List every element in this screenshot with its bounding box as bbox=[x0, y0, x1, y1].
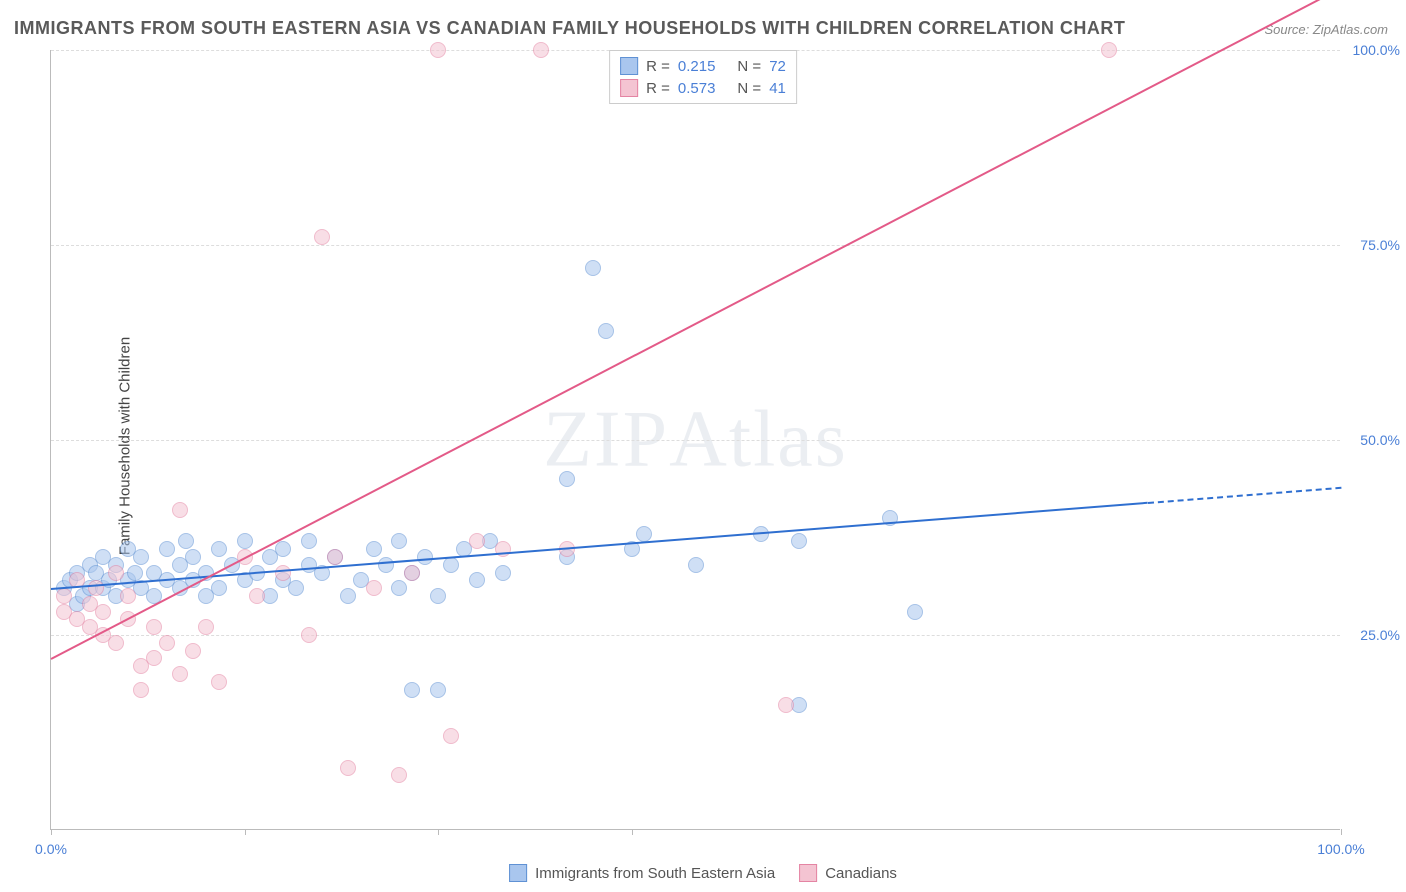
scatter-point-series-a bbox=[598, 323, 614, 339]
scatter-point-series-b bbox=[778, 697, 794, 713]
scatter-point-series-a bbox=[178, 533, 194, 549]
legend-n-label: N = bbox=[737, 58, 761, 75]
legend-n-label: N = bbox=[737, 80, 761, 97]
scatter-point-series-b bbox=[301, 627, 317, 643]
legend-swatch bbox=[620, 57, 638, 75]
x-tick-mark bbox=[245, 829, 246, 835]
legend-r-label: R = bbox=[646, 80, 670, 97]
x-tick-mark bbox=[438, 829, 439, 835]
scatter-point-series-b bbox=[314, 229, 330, 245]
legend-correlation: R = 0.215 N = 72 R = 0.573 N = 41 bbox=[609, 50, 797, 104]
scatter-point-series-b bbox=[443, 728, 459, 744]
scatter-point-series-a bbox=[559, 471, 575, 487]
scatter-point-series-a bbox=[636, 526, 652, 542]
scatter-point-series-b bbox=[95, 604, 111, 620]
scatter-point-series-b bbox=[185, 643, 201, 659]
scatter-point-series-b bbox=[172, 502, 188, 518]
scatter-point-series-b bbox=[327, 549, 343, 565]
scatter-point-series-b bbox=[172, 666, 188, 682]
scatter-point-series-b bbox=[146, 650, 162, 666]
source-attribution: Source: ZipAtlas.com bbox=[1264, 22, 1388, 37]
scatter-point-series-a bbox=[791, 533, 807, 549]
scatter-point-series-b bbox=[340, 760, 356, 776]
scatter-point-series-a bbox=[366, 541, 382, 557]
legend-swatch bbox=[799, 864, 817, 882]
scatter-point-series-b bbox=[469, 533, 485, 549]
legend-swatch bbox=[620, 79, 638, 97]
scatter-point-series-a bbox=[211, 580, 227, 596]
scatter-point-series-a bbox=[185, 549, 201, 565]
legend-correlation-row: R = 0.573 N = 41 bbox=[620, 77, 786, 99]
scatter-point-series-a bbox=[301, 533, 317, 549]
scatter-point-series-b bbox=[198, 619, 214, 635]
legend-r-value: 0.215 bbox=[678, 58, 716, 75]
scatter-point-series-a bbox=[907, 604, 923, 620]
scatter-point-series-a bbox=[391, 580, 407, 596]
gridline bbox=[51, 635, 1340, 636]
legend-correlation-row: R = 0.215 N = 72 bbox=[620, 55, 786, 77]
scatter-point-series-a bbox=[391, 533, 407, 549]
x-tick-mark bbox=[632, 829, 633, 835]
scatter-point-series-b bbox=[404, 565, 420, 581]
scatter-point-series-a bbox=[469, 572, 485, 588]
scatter-point-series-a bbox=[585, 260, 601, 276]
chart-container: IMMIGRANTS FROM SOUTH EASTERN ASIA VS CA… bbox=[0, 0, 1406, 892]
scatter-point-series-a bbox=[133, 549, 149, 565]
scatter-point-series-a bbox=[211, 541, 227, 557]
scatter-point-series-a bbox=[495, 565, 511, 581]
scatter-point-series-a bbox=[378, 557, 394, 573]
scatter-point-series-b bbox=[533, 42, 549, 58]
scatter-point-series-a bbox=[404, 682, 420, 698]
scatter-point-series-b bbox=[159, 635, 175, 651]
legend-r-label: R = bbox=[646, 58, 670, 75]
legend-n-value: 72 bbox=[769, 58, 786, 75]
scatter-point-series-b bbox=[108, 635, 124, 651]
y-tick-label: 75.0% bbox=[1360, 237, 1400, 253]
x-tick-label: 0.0% bbox=[35, 841, 67, 857]
legend-series: Immigrants from South Eastern Asia Canadi… bbox=[509, 864, 897, 882]
scatter-point-series-b bbox=[108, 565, 124, 581]
y-tick-label: 25.0% bbox=[1360, 627, 1400, 643]
scatter-point-series-b bbox=[88, 580, 104, 596]
scatter-point-series-b bbox=[133, 682, 149, 698]
scatter-point-series-b bbox=[1101, 42, 1117, 58]
scatter-point-series-a bbox=[430, 588, 446, 604]
chart-title: IMMIGRANTS FROM SOUTH EASTERN ASIA VS CA… bbox=[14, 18, 1125, 39]
y-tick-label: 50.0% bbox=[1360, 432, 1400, 448]
scatter-point-series-a bbox=[237, 533, 253, 549]
scatter-point-series-a bbox=[159, 541, 175, 557]
scatter-point-series-a bbox=[288, 580, 304, 596]
scatter-point-series-a bbox=[275, 541, 291, 557]
scatter-point-series-b bbox=[430, 42, 446, 58]
legend-series-item: Canadians bbox=[799, 864, 897, 882]
scatter-point-series-a bbox=[688, 557, 704, 573]
scatter-point-series-a bbox=[443, 557, 459, 573]
gridline bbox=[51, 245, 1340, 246]
scatter-point-series-b bbox=[211, 674, 227, 690]
scatter-point-series-a bbox=[127, 565, 143, 581]
scatter-point-series-a bbox=[417, 549, 433, 565]
scatter-point-series-b bbox=[56, 588, 72, 604]
scatter-point-series-b bbox=[146, 619, 162, 635]
legend-r-value: 0.573 bbox=[678, 80, 716, 97]
scatter-point-series-b bbox=[120, 588, 136, 604]
legend-swatch bbox=[509, 864, 527, 882]
scatter-point-series-b bbox=[275, 565, 291, 581]
gridline bbox=[51, 440, 1340, 441]
scatter-point-series-a bbox=[430, 682, 446, 698]
legend-series-item: Immigrants from South Eastern Asia bbox=[509, 864, 775, 882]
x-tick-mark bbox=[51, 829, 52, 835]
scatter-point-series-a bbox=[340, 588, 356, 604]
plot-area: ZIPAtlas 25.0%50.0%75.0%100.0%0.0%100.0% bbox=[50, 50, 1340, 830]
legend-series-label: Immigrants from South Eastern Asia bbox=[535, 865, 775, 882]
y-tick-label: 100.0% bbox=[1353, 42, 1400, 58]
legend-series-label: Canadians bbox=[825, 865, 897, 882]
scatter-point-series-b bbox=[366, 580, 382, 596]
legend-n-value: 41 bbox=[769, 80, 786, 97]
x-tick-label: 100.0% bbox=[1317, 841, 1364, 857]
x-tick-mark bbox=[1341, 829, 1342, 835]
scatter-point-series-b bbox=[249, 588, 265, 604]
trend-line-dashed bbox=[1147, 487, 1341, 504]
scatter-point-series-b bbox=[391, 767, 407, 783]
